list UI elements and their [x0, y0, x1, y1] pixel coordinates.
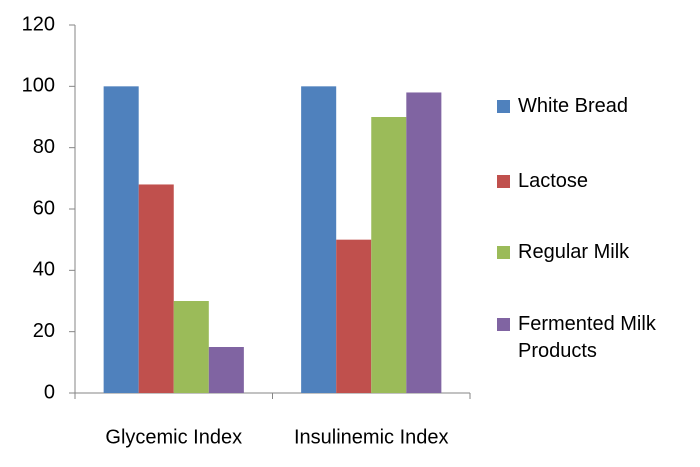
- legend-item: White Bread: [497, 93, 697, 120]
- bar: [301, 86, 337, 393]
- legend-label: Lactose: [518, 170, 589, 192]
- bar: [336, 239, 372, 393]
- y-tick-label: 80: [33, 136, 55, 158]
- y-tick-label: 60: [33, 197, 55, 219]
- bar: [371, 117, 407, 393]
- y-tick-label: 100: [22, 75, 55, 97]
- x-tick-label: Glycemic Index: [105, 426, 242, 448]
- legend-item: Fermented Milk Products: [497, 311, 697, 365]
- bar: [138, 184, 174, 393]
- bar: [406, 92, 442, 393]
- x-tick-label: Insulinemic Index: [294, 426, 449, 448]
- bar: [173, 301, 209, 393]
- legend-item: Regular Milk: [497, 239, 697, 266]
- y-tick-label: 0: [44, 381, 55, 403]
- y-tick-label: 40: [33, 259, 55, 281]
- legend-label: White Bread: [518, 95, 629, 117]
- legend-label: Fermented Milk Products: [518, 313, 656, 362]
- legend-swatch: [497, 100, 510, 113]
- legend-item: Lactose: [497, 168, 697, 195]
- y-tick-label: 20: [33, 320, 55, 342]
- bar: [208, 347, 244, 393]
- legend-swatch: [497, 318, 510, 331]
- legend-swatch: [497, 175, 510, 188]
- legend-swatch: [497, 246, 510, 259]
- legend-label: Regular Milk: [518, 241, 630, 263]
- bar: [103, 86, 139, 393]
- y-tick-label: 120: [22, 13, 55, 35]
